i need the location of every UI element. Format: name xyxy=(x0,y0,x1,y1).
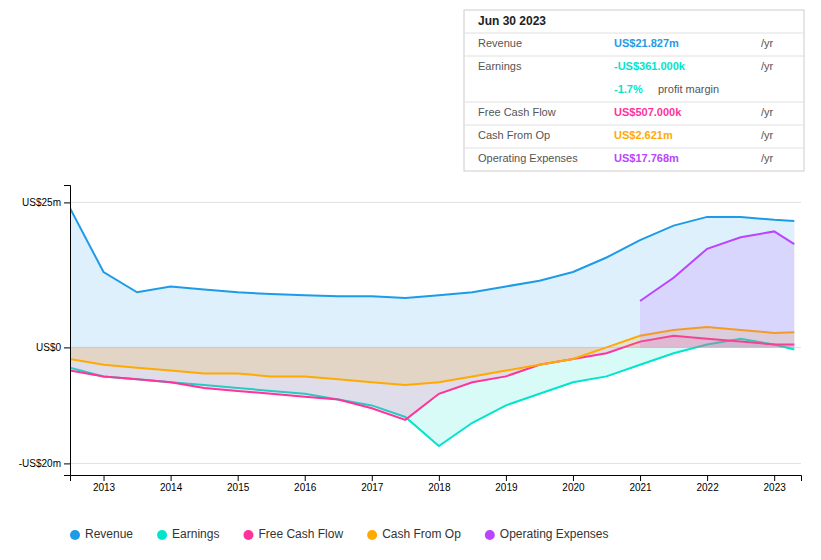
legend-swatch xyxy=(70,530,80,540)
tick-label: 2021 xyxy=(629,482,652,493)
info-label: Revenue xyxy=(478,37,522,49)
info-unit: /yr xyxy=(761,60,774,72)
info-label: Operating Expenses xyxy=(478,152,578,164)
tick: US$0 xyxy=(36,342,70,353)
tick: 2023 xyxy=(764,475,787,493)
series-area xyxy=(70,208,794,347)
tick: 2015 xyxy=(227,475,250,493)
info-label: Free Cash Flow xyxy=(478,106,556,118)
tick-label: 2015 xyxy=(227,482,250,493)
info-value: -US$361.000k xyxy=(614,60,686,72)
tick-mark xyxy=(573,475,574,481)
tick: 2021 xyxy=(629,475,652,493)
chart: -US$20mUS$0US$25m20132014201520162017201… xyxy=(0,0,821,560)
x-axis: 2013 2014 2015 2016 2017 2018 2019 2020 2021 2022… xyxy=(71,475,802,493)
tick: 2020 xyxy=(562,475,585,493)
info-value: -1.7% xyxy=(614,83,643,95)
legend: Revenue Earnings Free Cash Flow Cash From O… xyxy=(70,527,609,541)
legend-label: Revenue xyxy=(85,527,133,541)
info-value: US$2.621m xyxy=(614,129,673,141)
info-unit: /yr xyxy=(761,129,774,141)
tick-label: 2018 xyxy=(428,482,451,493)
legend-label: Free Cash Flow xyxy=(258,527,343,541)
plot-area xyxy=(70,208,794,446)
tick-label: 2017 xyxy=(361,482,384,493)
tick-label: -US$20m xyxy=(19,458,61,469)
series-line xyxy=(640,231,794,301)
tick: -US$20m xyxy=(19,458,70,469)
legend-swatch xyxy=(157,530,167,540)
legend-swatch xyxy=(367,530,377,540)
info-value: US$507.000k xyxy=(614,106,682,118)
tick-label: US$25m xyxy=(22,197,61,208)
legend-swatch xyxy=(243,530,253,540)
tick-mark xyxy=(64,463,70,464)
info-divider xyxy=(464,102,804,103)
tick-label: 2014 xyxy=(160,482,183,493)
legend-item: Cash From Op xyxy=(367,527,461,541)
info-value: US$17.768m xyxy=(614,152,679,164)
grid-line xyxy=(70,463,801,464)
legend-item: Revenue xyxy=(70,527,133,541)
info-box: Jun 30 2023 Revenue US$21.827m/yr Earnings -… xyxy=(464,10,804,171)
tick: 2022 xyxy=(696,475,719,493)
tick-label: US$0 xyxy=(36,342,61,353)
legend-item: Operating Expenses xyxy=(485,527,609,541)
info-date: Jun 30 2023 xyxy=(478,14,546,28)
grid xyxy=(70,202,801,463)
tick: 2018 xyxy=(428,475,451,493)
info-unit: /yr xyxy=(761,37,774,49)
tick-mark xyxy=(774,475,775,481)
tick-mark xyxy=(439,475,440,481)
tick: 2013 xyxy=(93,475,116,493)
axis-line xyxy=(71,476,802,482)
info-box-frame xyxy=(464,10,804,171)
tick-label: 2020 xyxy=(562,482,585,493)
info-label: Earnings xyxy=(478,60,522,72)
info-divider xyxy=(464,56,804,57)
tick-mark xyxy=(238,475,239,481)
legend-label: Cash From Op xyxy=(382,527,461,541)
tick-mark xyxy=(640,475,641,481)
tick: 2017 xyxy=(361,475,384,493)
tick-label: 2013 xyxy=(93,482,116,493)
series-area xyxy=(640,231,794,347)
y-axis: -US$20m US$0 US$25m xyxy=(19,186,71,476)
info-label: Cash From Op xyxy=(478,129,550,141)
tick: 2019 xyxy=(495,475,518,493)
tick-mark xyxy=(305,475,306,481)
tick: US$25m xyxy=(22,197,70,208)
info-divider xyxy=(464,125,804,126)
legend-item: Earnings xyxy=(157,527,219,541)
tick-label: 2022 xyxy=(696,482,719,493)
info-value: US$21.827m xyxy=(614,37,679,49)
legend-label: Operating Expenses xyxy=(500,527,609,541)
info-label: profit margin xyxy=(658,83,719,95)
tick-label: 2019 xyxy=(495,482,518,493)
grid-line xyxy=(70,202,801,203)
axis-line xyxy=(64,186,71,476)
info-unit: /yr xyxy=(761,152,774,164)
legend-label: Earnings xyxy=(172,527,219,541)
tick-label: 2023 xyxy=(764,482,787,493)
tick: 2014 xyxy=(160,475,183,493)
tick-mark xyxy=(64,347,70,348)
info-divider xyxy=(464,148,804,149)
tick-mark xyxy=(64,202,70,203)
tick-mark xyxy=(104,475,105,481)
tick-mark xyxy=(707,475,708,481)
tick-mark xyxy=(372,475,373,481)
tick: 2016 xyxy=(294,475,317,493)
legend-item: Free Cash Flow xyxy=(243,527,343,541)
legend-swatch xyxy=(485,530,495,540)
info-divider xyxy=(464,33,804,34)
tick-mark xyxy=(506,475,507,481)
tick-mark xyxy=(171,475,172,481)
info-unit: /yr xyxy=(761,106,774,118)
tick-label: 2016 xyxy=(294,482,317,493)
